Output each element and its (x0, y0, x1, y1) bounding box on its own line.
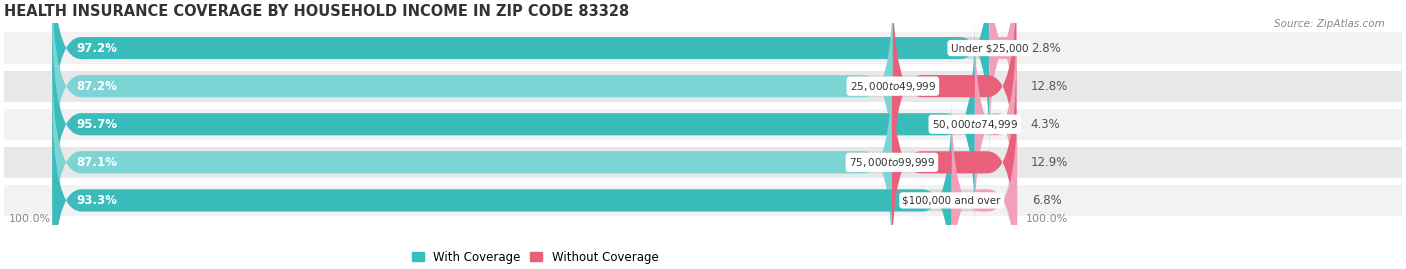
FancyBboxPatch shape (52, 21, 974, 228)
Text: 95.7%: 95.7% (76, 118, 118, 131)
Text: HEALTH INSURANCE COVERAGE BY HOUSEHOLD INCOME IN ZIP CODE 83328: HEALTH INSURANCE COVERAGE BY HOUSEHOLD I… (4, 4, 630, 19)
Legend: With Coverage, Without Coverage: With Coverage, Without Coverage (412, 251, 658, 264)
Text: 6.8%: 6.8% (1032, 194, 1062, 207)
FancyBboxPatch shape (52, 59, 891, 266)
FancyBboxPatch shape (52, 59, 1017, 266)
FancyBboxPatch shape (52, 0, 990, 151)
FancyBboxPatch shape (52, 0, 1017, 151)
FancyBboxPatch shape (52, 0, 1017, 189)
Text: Under $25,000: Under $25,000 (950, 43, 1028, 53)
Text: 93.3%: 93.3% (76, 194, 117, 207)
FancyBboxPatch shape (52, 21, 1017, 228)
Text: $75,000 to $99,999: $75,000 to $99,999 (849, 156, 935, 169)
FancyBboxPatch shape (891, 59, 1017, 266)
FancyBboxPatch shape (4, 185, 1402, 216)
Text: 100.0%: 100.0% (1026, 214, 1069, 224)
FancyBboxPatch shape (4, 109, 1402, 140)
FancyBboxPatch shape (987, 0, 1018, 151)
Text: 87.1%: 87.1% (76, 156, 117, 169)
FancyBboxPatch shape (974, 21, 1017, 228)
Text: 100.0%: 100.0% (8, 214, 51, 224)
FancyBboxPatch shape (52, 97, 952, 269)
FancyBboxPatch shape (52, 0, 893, 189)
Text: 97.2%: 97.2% (76, 42, 117, 55)
Text: 4.3%: 4.3% (1031, 118, 1060, 131)
Text: Source: ZipAtlas.com: Source: ZipAtlas.com (1274, 19, 1385, 29)
Text: 12.9%: 12.9% (1031, 156, 1069, 169)
FancyBboxPatch shape (4, 147, 1402, 178)
FancyBboxPatch shape (52, 97, 1017, 269)
FancyBboxPatch shape (893, 0, 1017, 189)
Text: $25,000 to $49,999: $25,000 to $49,999 (849, 80, 936, 93)
Text: 2.8%: 2.8% (1031, 42, 1060, 55)
Text: 12.8%: 12.8% (1031, 80, 1069, 93)
FancyBboxPatch shape (4, 33, 1402, 64)
Text: $100,000 and over: $100,000 and over (903, 195, 1001, 206)
FancyBboxPatch shape (4, 70, 1402, 102)
FancyBboxPatch shape (952, 97, 1017, 269)
Text: $50,000 to $74,999: $50,000 to $74,999 (932, 118, 1018, 131)
Text: 87.2%: 87.2% (76, 80, 117, 93)
